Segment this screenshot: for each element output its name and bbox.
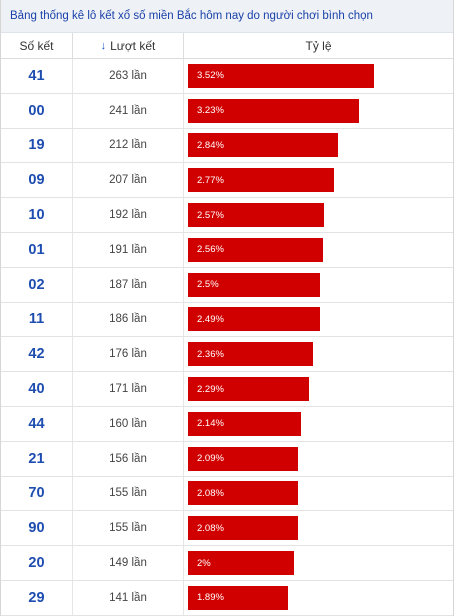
ratio-bar: 2% [188, 551, 294, 576]
ratio-cell: 2.84% [184, 129, 453, 163]
table-row: 10 192 lần 2.57% [1, 198, 453, 233]
ratio-bar: 2.08% [188, 481, 298, 506]
lottery-number: 40 [1, 372, 73, 406]
vote-count: 191 lần [73, 232, 184, 267]
ratio-cell: 2.29% [184, 372, 453, 406]
ratio-bar: 2.08% [188, 516, 298, 541]
lottery-number: 10 [1, 198, 73, 232]
vote-count: 212 lần [73, 128, 184, 163]
table-row: 21 156 lần 2.09% [1, 441, 453, 477]
ratio-cell: 2.77% [184, 163, 453, 197]
table-title: Bảng thống kê lô kết xổ số miền Bắc hôm … [1, 0, 453, 33]
ratio-cell: 2.36% [184, 337, 453, 371]
table-row: 40 171 lần 2.29% [1, 372, 453, 407]
table-row: 41 263 lần 3.52% [1, 59, 453, 94]
table-row: 19 212 lần 2.84% [1, 128, 453, 164]
table-row: 42 176 lần 2.36% [1, 337, 453, 373]
column-header-count-label: Lượt kết [110, 38, 156, 53]
ratio-cell: 2.08% [184, 511, 453, 545]
table-row: 11 186 lần 2.49% [1, 302, 453, 338]
vote-count: 176 lần [73, 337, 184, 372]
column-header-number[interactable]: Số kết [1, 33, 73, 58]
ratio-bar: 2.77% [188, 168, 335, 193]
lottery-number: 70 [1, 476, 73, 511]
table-header: Số kết ↓ Lượt kết Tỷ lệ [1, 33, 453, 59]
vote-count: 186 lần [73, 302, 184, 337]
ratio-bar: 2.09% [188, 446, 299, 471]
lottery-number: 42 [1, 337, 73, 372]
ratio-bar: 2.57% [188, 203, 324, 228]
ratio-bar: 2.14% [188, 411, 302, 436]
ratio-bar: 2.49% [188, 307, 320, 332]
vote-count: 149 lần [73, 546, 184, 580]
ratio-bar: 2.5% [188, 272, 321, 297]
vote-count: 263 lần [73, 59, 184, 93]
ratio-bar: 3.52% [188, 63, 374, 88]
ratio-bar: 1.89% [188, 585, 288, 610]
ratio-cell: 1.89% [184, 581, 453, 615]
ratio-cell: 2.08% [184, 477, 453, 511]
ratio-cell: 2.57% [184, 198, 453, 232]
ratio-cell: 3.52% [184, 59, 453, 93]
ratio-cell: 2.56% [184, 233, 453, 267]
ratio-cell: 2.14% [184, 407, 453, 441]
table-row: 00 241 lần 3.23% [1, 93, 453, 129]
vote-count: 155 lần [73, 511, 184, 546]
table-row: 29 141 lần 1.89% [1, 580, 453, 616]
vote-count: 207 lần [73, 163, 184, 198]
lottery-number: 20 [1, 546, 73, 580]
column-header-ratio[interactable]: Tỷ lệ [305, 38, 332, 53]
table-row: 90 155 lần 2.08% [1, 511, 453, 547]
ratio-cell: 2.5% [184, 268, 453, 302]
lottery-number: 00 [1, 93, 73, 128]
ratio-bar: 2.36% [188, 342, 313, 367]
column-header-count[interactable]: ↓ Lượt kết [73, 33, 184, 58]
vote-count: 141 lần [73, 580, 184, 615]
ratio-bar: 3.23% [188, 98, 359, 123]
table-row: 70 155 lần 2.08% [1, 476, 453, 512]
lottery-number: 02 [1, 267, 73, 302]
vote-count: 241 lần [73, 93, 184, 128]
lottery-number: 41 [1, 59, 73, 93]
lottery-number: 29 [1, 580, 73, 615]
ratio-bar: 2.56% [188, 237, 324, 262]
table-row: 20 149 lần 2% [1, 546, 453, 581]
table-body: 41 263 lần 3.52% 00 241 lần 3.23% 19 212 lần 2.8… [1, 59, 453, 616]
lottery-number: 11 [1, 302, 73, 337]
ratio-cell: 2% [184, 546, 453, 580]
vote-count: 171 lần [73, 372, 184, 406]
arrow-down-icon: ↓ [100, 39, 107, 52]
ratio-bar: 2.84% [188, 133, 339, 158]
ratio-bar: 2.29% [188, 377, 309, 402]
lottery-number: 01 [1, 232, 73, 267]
table-row: 09 207 lần 2.77% [1, 163, 453, 199]
vote-count: 192 lần [73, 198, 184, 232]
vote-count: 156 lần [73, 441, 184, 476]
vote-count: 187 lần [73, 267, 184, 302]
lottery-number: 44 [1, 406, 73, 441]
vote-count: 160 lần [73, 406, 184, 441]
vote-count: 155 lần [73, 476, 184, 511]
lottery-number: 90 [1, 511, 73, 546]
lottery-number: 21 [1, 441, 73, 476]
table-row: 02 187 lần 2.5% [1, 267, 453, 303]
table-row: 01 191 lần 2.56% [1, 232, 453, 268]
ratio-cell: 2.09% [184, 442, 453, 476]
ratio-cell: 3.23% [184, 94, 453, 128]
ratio-cell: 2.49% [184, 303, 453, 337]
lottery-number: 19 [1, 128, 73, 163]
lottery-number: 09 [1, 163, 73, 198]
table-row: 44 160 lần 2.14% [1, 406, 453, 442]
